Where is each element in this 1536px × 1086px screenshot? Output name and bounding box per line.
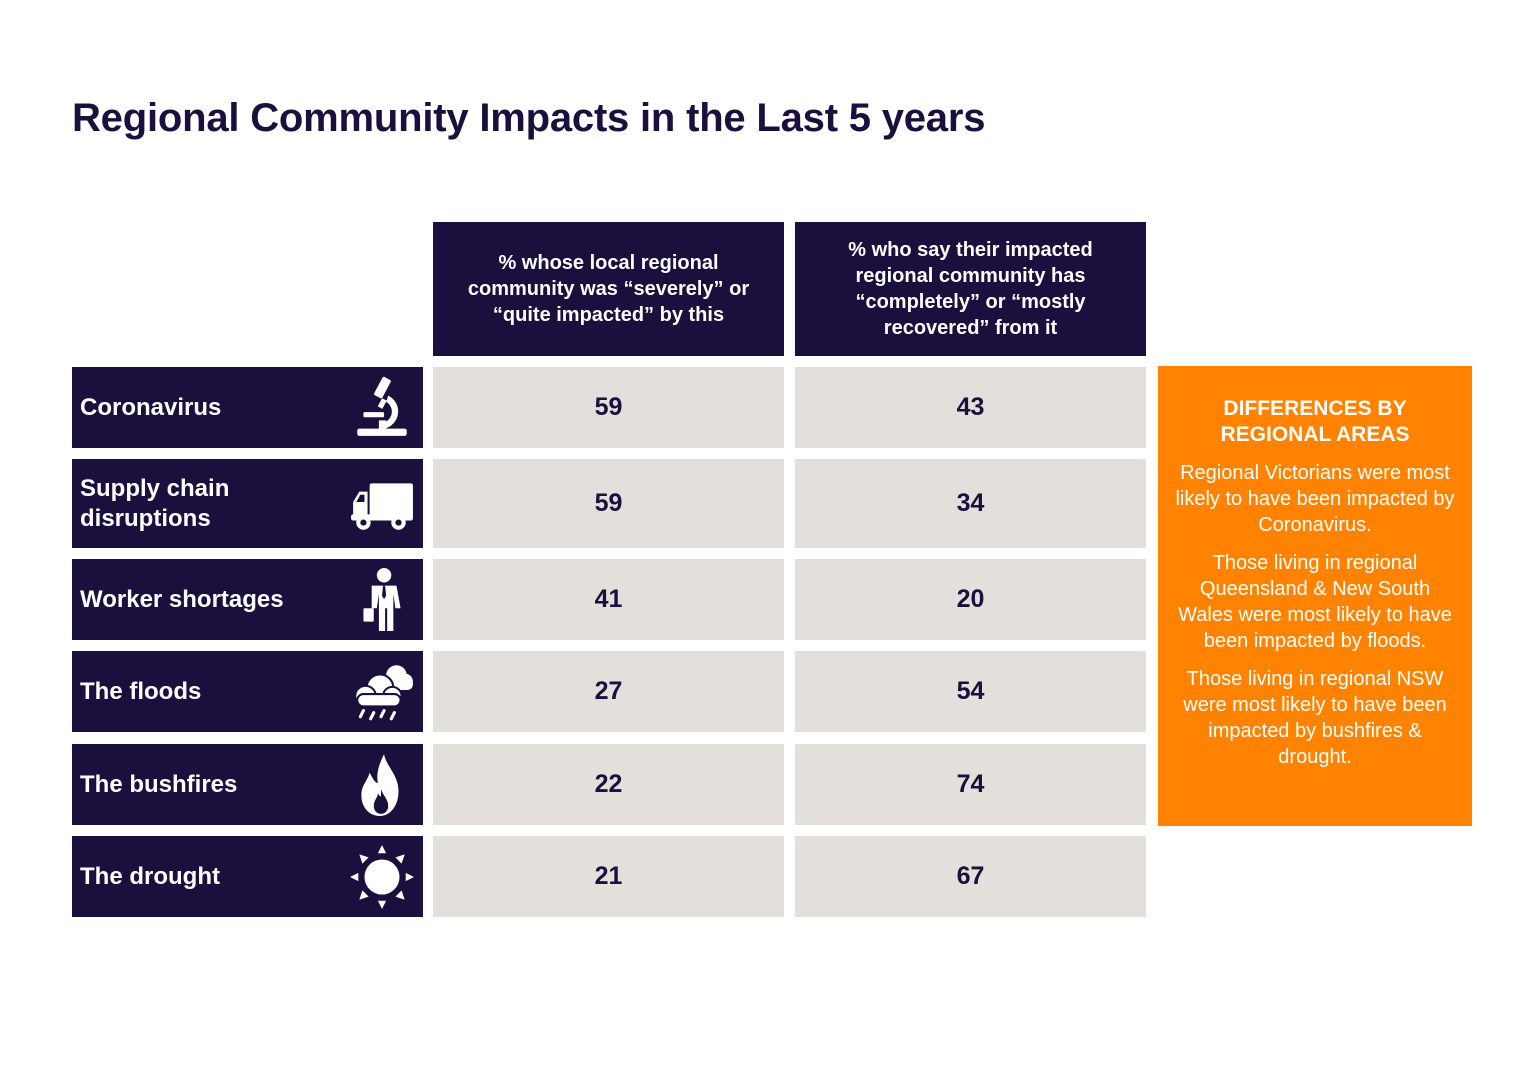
rain-cloud-icon: [354, 664, 413, 720]
cell-worker-shortages-recovered: 20: [795, 559, 1146, 640]
row-label-bushfires: The bushfires: [72, 744, 423, 825]
row-label-text: The bushfires: [80, 770, 238, 798]
cell-drought-recovered: 67: [795, 836, 1146, 917]
cell-floods-impacted: 27: [433, 651, 784, 732]
differences-paragraph: Those living in regional NSW were most l…: [1183, 668, 1447, 768]
differences-paragraph: Those living in regional Queensland & Ne…: [1178, 552, 1452, 652]
row-label-drought: The drought: [72, 836, 423, 917]
cell-supply-chain-impacted: 59: [433, 459, 784, 548]
row-label-supply-chain: Supply chain disruptions: [72, 459, 423, 548]
microscope-icon: [357, 376, 407, 436]
delivery-truck-icon: [351, 482, 413, 530]
cell-floods-recovered: 54: [795, 651, 1146, 732]
cell-bushfires-recovered: 74: [795, 744, 1146, 825]
fire-icon: [361, 753, 399, 816]
page-title: Regional Community Impacts in the Last 5…: [72, 96, 986, 140]
cell-supply-chain-recovered: 34: [795, 459, 1146, 548]
differences-panel: DIFFERENCES BY REGIONAL AREAS Regional V…: [1158, 366, 1472, 826]
sun-icon: [350, 844, 414, 909]
row-label-text: The floods: [80, 677, 202, 705]
differences-paragraph: Regional Victorians were most likely to …: [1175, 462, 1455, 536]
row-label-text: Worker shortages: [80, 585, 284, 613]
row-label-text: The drought: [80, 862, 220, 890]
cell-coronavirus-recovered: 43: [795, 367, 1146, 448]
row-label-text: Coronavirus: [80, 393, 222, 421]
worker-icon: [363, 567, 401, 631]
cell-bushfires-impacted: 22: [433, 744, 784, 825]
cell-worker-shortages-impacted: 41: [433, 559, 784, 640]
cell-coronavirus-impacted: 59: [433, 367, 784, 448]
column-header-impacted: % whose local regional community was “se…: [433, 222, 784, 356]
cell-drought-impacted: 21: [433, 836, 784, 917]
row-label-worker-shortages: Worker shortages: [72, 559, 423, 640]
row-label-text: Supply chain disruptions: [80, 474, 230, 532]
row-label-coronavirus: Coronavirus: [72, 367, 423, 448]
column-header-recovered: % who say their impacted regional commun…: [795, 222, 1146, 356]
differences-heading: DIFFERENCES BY REGIONAL AREAS: [1220, 397, 1410, 446]
row-label-floods: The floods: [72, 651, 423, 732]
